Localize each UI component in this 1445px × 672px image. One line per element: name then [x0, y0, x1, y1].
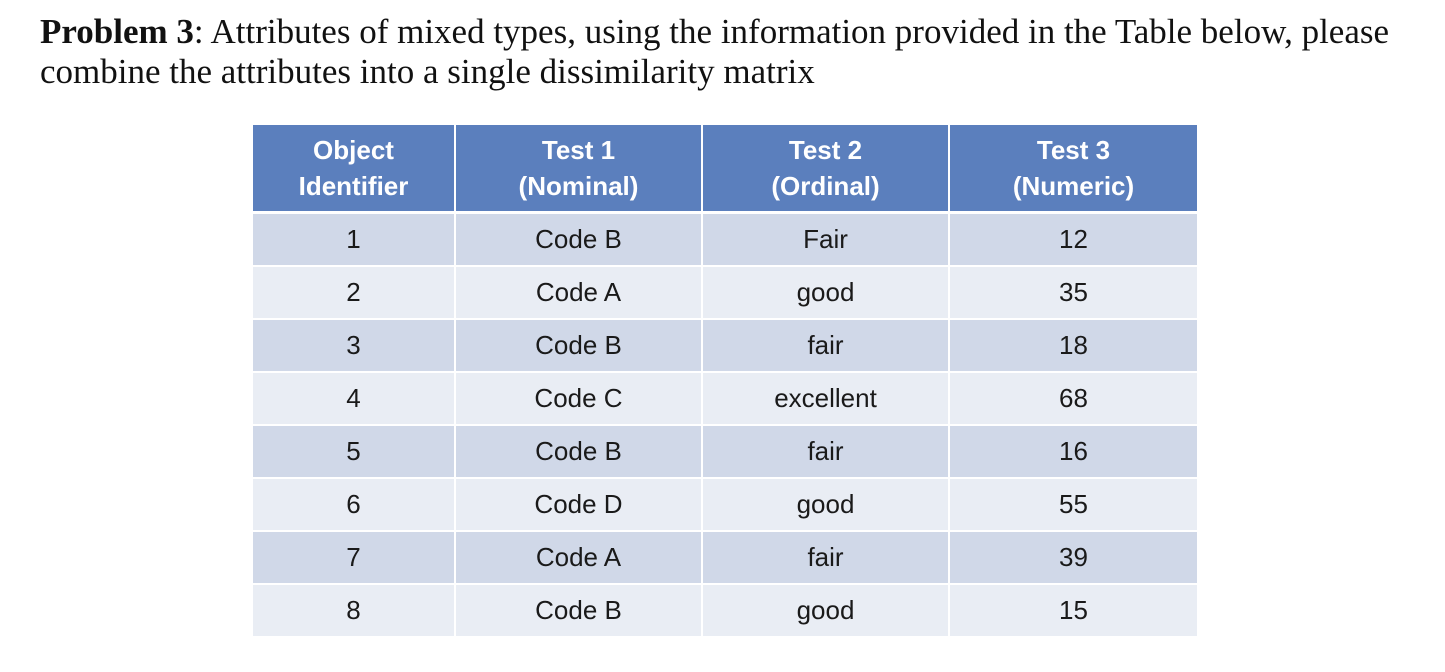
header-line: (Nominal) [518, 171, 639, 201]
header-object-identifier: Object Identifier [253, 125, 456, 214]
table-header-row: Object Identifier Test 1 (Nominal) Test 2 (… [253, 125, 1197, 214]
cell-test-1: Code B [455, 212, 703, 267]
header-test-3: Test 3 (Numeric) [949, 125, 1197, 214]
cell-test-3: 39 [949, 531, 1197, 585]
cell-test-1: Code D [455, 478, 703, 532]
header-line: Test 1 [541, 135, 616, 165]
header-line: Object [313, 135, 394, 165]
table-row: 2 Code A good 35 [253, 266, 1197, 320]
cell-test-2: excellent [702, 372, 950, 426]
problem-label: Problem 3 [40, 12, 194, 51]
table-row: 7 Code A fair 39 [253, 531, 1197, 585]
cell-test-3: 68 [949, 372, 1197, 426]
cell-test-1: Code B [455, 425, 703, 479]
header-line: (Ordinal) [771, 171, 880, 201]
cell-object-id: 8 [253, 584, 456, 638]
cell-test-1: Code B [455, 319, 703, 373]
cell-test-1: Code A [455, 266, 703, 320]
cell-test-3: 55 [949, 478, 1197, 532]
cell-test-3: 18 [949, 319, 1197, 373]
cell-test-3: 15 [949, 584, 1197, 638]
table-row: 1 Code B Fair 12 [253, 212, 1197, 267]
cell-test-3: 35 [949, 266, 1197, 320]
table-row: 4 Code C excellent 68 [253, 372, 1197, 426]
cell-object-id: 2 [253, 266, 456, 320]
cell-object-id: 7 [253, 531, 456, 585]
cell-object-id: 4 [253, 372, 456, 426]
cell-test-2: good [702, 584, 950, 638]
attributes-table: Object Identifier Test 1 (Nominal) Test 2 (… [253, 125, 1197, 638]
header-test-2: Test 2 (Ordinal) [702, 125, 950, 214]
problem-statement: Problem 3: Attributes of mixed types, us… [40, 12, 1430, 92]
table-row: 8 Code B good 15 [253, 584, 1197, 638]
header-line: (Numeric) [1012, 171, 1135, 201]
table-row: 3 Code B fair 18 [253, 319, 1197, 373]
cell-object-id: 3 [253, 319, 456, 373]
problem-text: : Attributes of mixed types, using the i… [40, 12, 1390, 91]
cell-test-2: good [702, 478, 950, 532]
header-test-1: Test 1 (Nominal) [455, 125, 703, 214]
cell-object-id: 5 [253, 425, 456, 479]
cell-test-3: 16 [949, 425, 1197, 479]
table-row: 5 Code B fair 16 [253, 425, 1197, 479]
cell-test-1: Code C [455, 372, 703, 426]
header-line: Test 2 [788, 135, 863, 165]
cell-test-3: 12 [949, 212, 1197, 267]
cell-test-1: Code B [455, 584, 703, 638]
cell-object-id: 1 [253, 212, 456, 267]
table-row: 6 Code D good 55 [253, 478, 1197, 532]
cell-test-2: good [702, 266, 950, 320]
cell-test-2: fair [702, 425, 950, 479]
header-line: Identifier [298, 171, 409, 201]
cell-object-id: 6 [253, 478, 456, 532]
cell-test-2: Fair [702, 212, 950, 267]
cell-test-2: fair [702, 319, 950, 373]
cell-test-1: Code A [455, 531, 703, 585]
cell-test-2: fair [702, 531, 950, 585]
header-line: Test 3 [1036, 135, 1111, 165]
